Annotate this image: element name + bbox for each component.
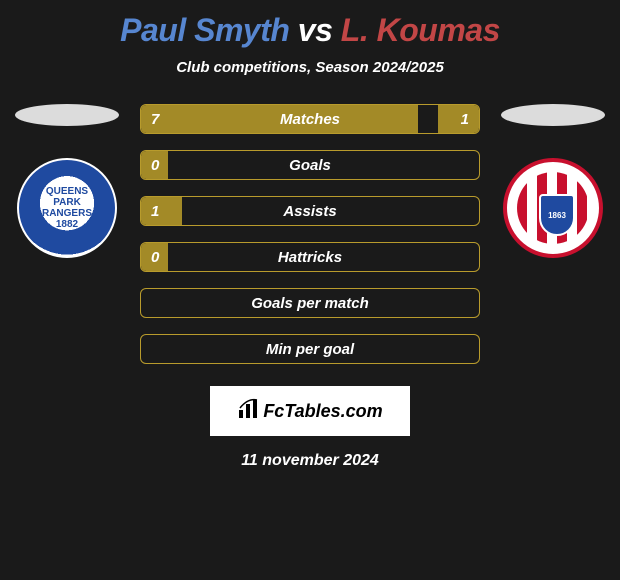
stat-bars: 7 1 Matches 0 Goals 1 Assists 0 Hattricks Goals p… bbox=[140, 104, 480, 364]
right-side: 1863 bbox=[498, 104, 608, 258]
stat-bar: 0 Hattricks bbox=[140, 242, 480, 272]
stat-bar: 1 Assists bbox=[140, 196, 480, 226]
subtitle: Club competitions, Season 2024/2025 bbox=[176, 59, 444, 76]
stat-label: Hattricks bbox=[278, 249, 342, 266]
stat-label: Goals per match bbox=[251, 295, 369, 312]
player1-name: Paul Smyth bbox=[120, 12, 289, 48]
stat-left-value: 7 bbox=[151, 111, 159, 128]
stat-bar-fill-right bbox=[438, 105, 479, 133]
brand-badge[interactable]: FcTables.com bbox=[210, 386, 410, 436]
stat-label: Min per goal bbox=[266, 341, 354, 358]
comparison-card: Paul Smyth vs L. Koumas Club competition… bbox=[0, 0, 620, 470]
vs-label: vs bbox=[298, 12, 333, 48]
date-label: 11 november 2024 bbox=[241, 452, 379, 470]
stat-bar-fill-left bbox=[141, 197, 182, 225]
stat-bar: Goals per match bbox=[140, 288, 480, 318]
stat-label: Assists bbox=[283, 203, 336, 220]
player2-name: L. Koumas bbox=[341, 12, 500, 48]
player2-club-crest: 1863 bbox=[503, 158, 603, 258]
crest-right-text: 1863 bbox=[548, 211, 566, 220]
left-side: QUEENS PARK RANGERS 1882 bbox=[12, 104, 122, 258]
player1-photo-placeholder bbox=[15, 104, 119, 126]
stat-left-value: 0 bbox=[151, 249, 159, 266]
stat-left-value: 0 bbox=[151, 157, 159, 174]
player1-club-crest: QUEENS PARK RANGERS 1882 bbox=[17, 158, 117, 258]
stat-label: Matches bbox=[280, 111, 340, 128]
crest-left-text: QUEENS PARK RANGERS 1882 bbox=[35, 186, 99, 230]
brand-icon bbox=[237, 398, 259, 425]
stat-right-value: 1 bbox=[461, 111, 469, 128]
stat-bar: 0 Goals bbox=[140, 150, 480, 180]
crest-shield: 1863 bbox=[539, 194, 575, 236]
stat-left-value: 1 bbox=[151, 203, 159, 220]
player2-photo-placeholder bbox=[501, 104, 605, 126]
brand-text: FcTables.com bbox=[263, 401, 382, 422]
stat-bar: 7 1 Matches bbox=[140, 104, 480, 134]
page-title: Paul Smyth vs L. Koumas bbox=[120, 12, 500, 49]
stat-label: Goals bbox=[289, 157, 331, 174]
stat-bar: Min per goal bbox=[140, 334, 480, 364]
comparison-body: QUEENS PARK RANGERS 1882 7 1 Matches 0 Goals… bbox=[0, 104, 620, 364]
